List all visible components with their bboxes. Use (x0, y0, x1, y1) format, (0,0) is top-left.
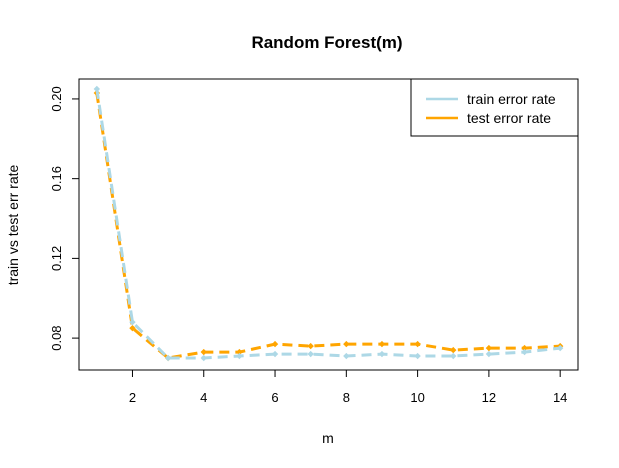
x-tick-label: 12 (482, 390, 496, 405)
data-point-train (378, 350, 386, 358)
x-tick-label: 14 (553, 390, 567, 405)
data-point-test (271, 340, 279, 348)
data-point-test (129, 324, 136, 332)
data-point-train (271, 350, 279, 358)
data-point-train (307, 350, 314, 358)
data-point-test (378, 340, 386, 348)
x-tick-label: 10 (410, 390, 424, 405)
y-tick-label: 0.08 (49, 325, 64, 350)
y-tick-label: 0.12 (49, 246, 64, 271)
data-point-test (307, 342, 314, 350)
x-tick-label: 8 (343, 390, 350, 405)
y-axis: 0.08 0.12 0.16 0.20 (49, 86, 80, 351)
data-point-train (236, 352, 243, 360)
data-point-test (343, 340, 350, 348)
x-tick-label: 2 (129, 390, 136, 405)
y-tick-label: 0.20 (49, 86, 64, 111)
data-point-test (236, 348, 243, 356)
data-point-train (556, 344, 564, 352)
data-point-train (129, 318, 136, 326)
x-tick-label: 4 (200, 390, 207, 405)
x-axis-label: m (322, 430, 334, 446)
data-point-test (414, 340, 421, 348)
data-point-train (414, 352, 421, 360)
legend-label-test: test error rate (467, 110, 551, 126)
legend: train error rate test error rate (410, 78, 579, 137)
data-point-train (485, 350, 493, 358)
data-point-train (450, 352, 457, 360)
chart-title: Random Forest(m) (251, 33, 402, 52)
x-axis: 2 4 6 8 10 12 14 (129, 369, 567, 405)
data-point-test (200, 348, 207, 356)
legend-box (410, 78, 579, 137)
data-point-test (485, 344, 493, 352)
data-point-train (164, 354, 172, 362)
data-point-train (93, 85, 101, 93)
data-point-test (521, 344, 528, 352)
y-axis-label: train vs test err rate (5, 164, 21, 285)
data-point-train (200, 354, 207, 362)
y-tick-label: 0.16 (49, 166, 64, 191)
legend-label-train: train error rate (467, 91, 556, 107)
data-point-train (343, 352, 350, 360)
data-point-train (521, 348, 528, 356)
series-line-train (95, 88, 561, 360)
x-tick-label: 6 (271, 390, 278, 405)
series-layer (93, 85, 564, 362)
data-point-test (450, 346, 457, 354)
